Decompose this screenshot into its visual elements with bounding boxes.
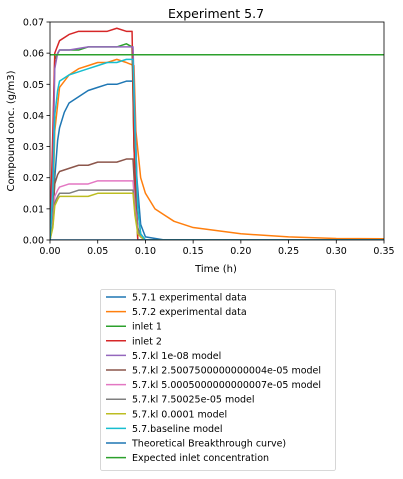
series-line-1 [50,80,384,240]
legend-entry: Theoretical Breakthrough curve) [131,439,286,450]
x-tick-label: 0.25 [278,246,299,257]
chart-title: Experiment 5.7 [168,6,264,21]
x-axis-label: Time (h) [194,264,237,275]
legend-entry: 5.7.1 experimental data [132,293,247,304]
legend-entry: 5.7.kl 7.50025e-05 model [132,395,255,406]
y-tick-label: 0.04 [23,111,44,122]
y-tick-label: 0.05 [23,80,44,91]
legend-entry: 5.7.2 experimental data [132,307,247,318]
y-axis-label: Compound conc. (g/m3) [6,70,17,191]
plot-frame [49,21,385,241]
series-line-9 [50,192,384,240]
y-tick-label: 0.06 [23,49,44,60]
y-tick-label: 0.02 [23,173,44,184]
x-tick-label: 0.15 [183,246,204,257]
x-tick-label: 0.05 [87,246,108,257]
series-line-8 [50,189,384,240]
legend-entry: 5.7.kl 5.0005000000000007e-05 model [132,380,321,391]
y-tick-label: 0.03 [23,142,44,153]
legend-entry: inlet 2 [132,336,162,347]
x-tick-label: 0.00 [39,246,60,257]
x-tick-label: 0.35 [373,246,394,257]
legend-box [100,289,336,471]
series-line-10 [50,58,384,240]
legend-entry: 5.7.kl 0.0001 model [132,409,227,420]
axis-ticks: 0.00 0.05 0.10 0.15 0.20 0.25 0.30 0.35 0.00 0.01… [23,18,395,258]
legend-entry: Expected inlet concentration [132,453,269,464]
series-line-5 [50,46,384,240]
x-tick-label: 0.10 [135,246,156,257]
y-tick-label: 0.07 [23,18,44,29]
series-layer [50,27,384,240]
y-tick-label: 0.01 [23,204,44,215]
series-line-4 [50,27,384,240]
series-line-3 [50,43,384,240]
legend-entry: 5.7.kl 1e-08 model [132,351,221,362]
legend-entry: 5.7.baseline model [132,424,223,435]
legend: 5.7.1 experimental data 5.7.2 experimenta… [106,293,321,464]
legend-entry: inlet 1 [132,322,162,333]
y-tick-label: 0.00 [23,236,44,247]
series-line-6 [50,158,384,240]
x-tick-label: 0.30 [326,246,347,257]
x-tick-label: 0.20 [230,246,251,257]
legend-entry: 5.7.kl 2.5007500000000004e-05 model [132,366,321,377]
